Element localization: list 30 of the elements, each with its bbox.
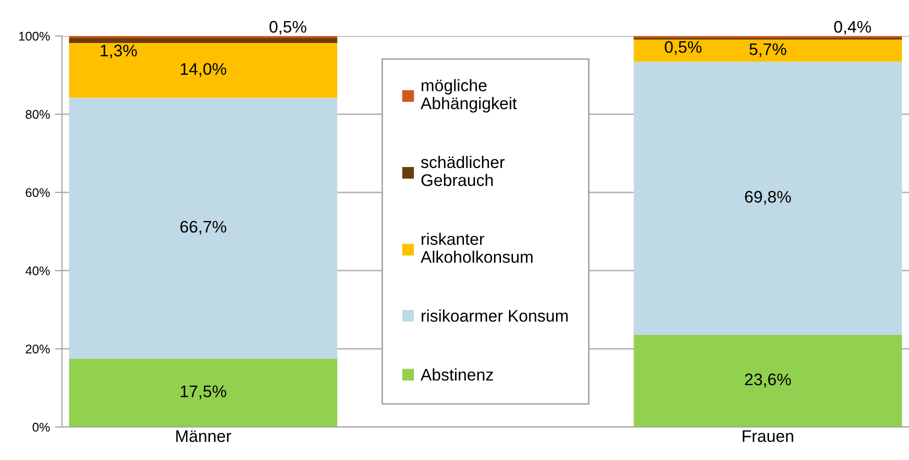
y-tick-label: 60% [26,188,50,198]
bar [69,358,338,427]
legend-label: riskanter Alkoholkonsum [420,232,532,263]
bar [634,40,902,62]
x-tick-label: Frauen [742,430,794,442]
data-label: 0,4% [834,20,871,35]
legend-label: schädlicher Gebrauch [421,156,505,186]
y-tick-label: 20% [26,344,50,354]
legend-label: risikoarmer Konsum [422,310,568,322]
legend-label: mögliche Abhängigkeit [420,79,517,113]
y-tick-label: 100% [19,32,50,41]
y-tick-label: 40% [25,266,50,276]
data-label: 66,7% [180,220,226,235]
bar [69,38,338,44]
legend-label: Abstinenz [420,368,493,381]
bar [69,98,338,359]
data-label: 0,5% [664,41,702,55]
bar [69,43,338,98]
data-label: 0,5% [270,20,306,35]
data-label: 23,6% [745,374,791,388]
x-tick-label: Männer [176,430,232,442]
y-tick-label: 80% [26,110,50,119]
y-tick-label: 0% [32,422,50,432]
data-label: 69,8% [745,190,791,205]
bar [634,62,902,335]
bar [634,334,902,427]
data-label: 1,3% [100,44,137,58]
data-label: 17,5% [180,386,226,400]
data-label: 5,7% [750,43,786,58]
data-label: 14,0% [180,63,226,77]
